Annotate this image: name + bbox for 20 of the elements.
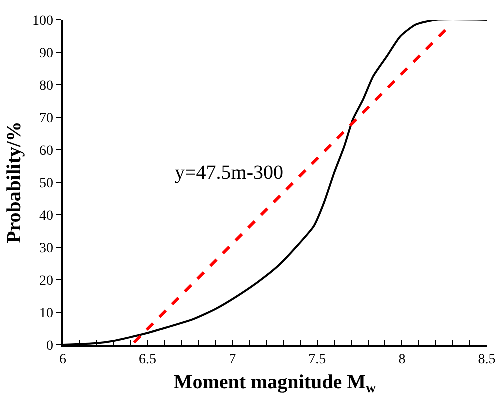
x-tick-label: 7.5 [308, 352, 326, 368]
y-tick-label: 0 [46, 338, 54, 354]
y-tick-label: 60 [39, 144, 54, 159]
x-tick-label: 8 [398, 352, 406, 368]
y-tick-label: 70 [39, 111, 54, 126]
y-tick-label: 50 [39, 176, 54, 192]
y-tick-label: 20 [39, 274, 54, 289]
x-axis-title: Moment magnitude M$_{w}$ [174, 372, 378, 397]
y-tick-label: 40 [39, 208, 54, 224]
y-axis-title: Probability/% [3, 122, 26, 244]
y-tick-label: 90 [39, 46, 54, 62]
x-tick-label: 8.5 [478, 352, 496, 368]
y-tick-label: 10 [39, 306, 54, 322]
x-tick-label: 6.5 [139, 352, 157, 368]
y-tick-label: 30 [39, 241, 54, 256]
annotation: y=47.5m-300 [175, 162, 284, 184]
y-tick-label: 100 [32, 14, 54, 29]
x-tick-label: 6 [60, 352, 66, 368]
y-tick-label: 80 [39, 78, 54, 94]
x-tick-label: 7 [229, 352, 236, 368]
